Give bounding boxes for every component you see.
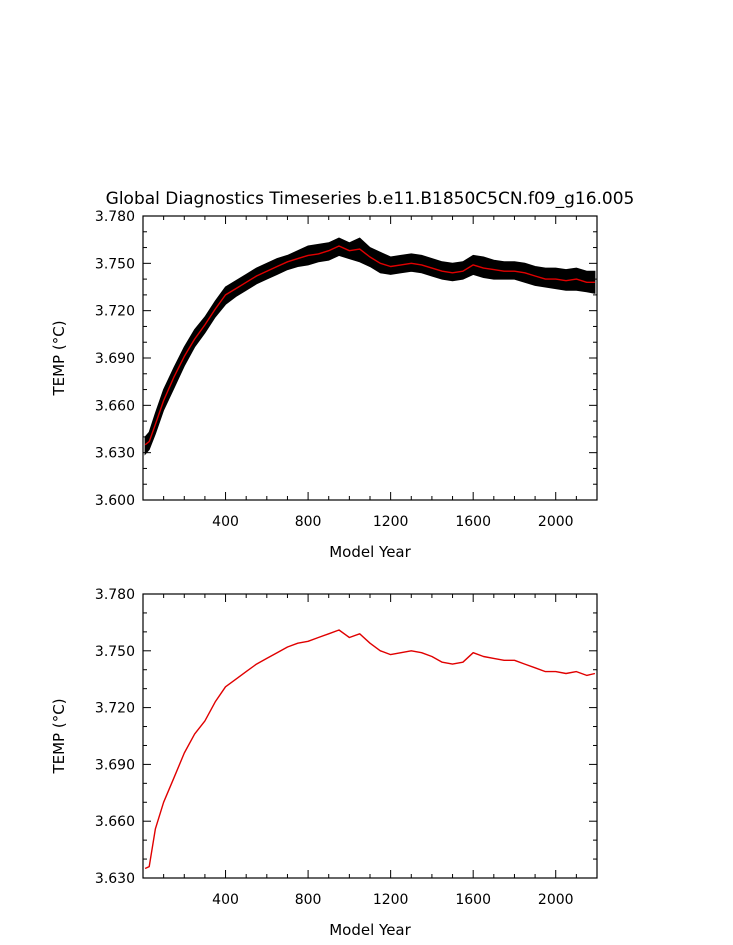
x-tick-label: 2000 bbox=[538, 514, 574, 530]
x-tick-label: 2000 bbox=[538, 892, 574, 908]
y-tick-label: 3.750 bbox=[95, 644, 135, 660]
x-tick-label: 400 bbox=[212, 514, 239, 530]
bottom-x-axis-label: Model Year bbox=[329, 921, 411, 939]
x-tick-label: 1600 bbox=[455, 514, 491, 530]
top-tick-layer: 400 800 1200 1600 2000 3.600 3.630 3.660 3.690 3.… bbox=[95, 209, 597, 530]
x-tick-label: 800 bbox=[295, 514, 322, 530]
y-tick-label: 3.720 bbox=[95, 304, 135, 320]
y-tick-label: 3.780 bbox=[95, 587, 135, 603]
x-tick-label: 1200 bbox=[373, 892, 409, 908]
y-tick-label: 3.630 bbox=[95, 446, 135, 462]
y-tick-label: 3.690 bbox=[95, 757, 135, 773]
bottom-tick-layer: 400 800 1200 1600 2000 3.630 3.660 3.690 3.720 3.… bbox=[95, 587, 597, 908]
top-y-axis-label: TEMP (°C) bbox=[50, 320, 68, 396]
x-tick-label: 800 bbox=[295, 892, 322, 908]
y-tick-label: 3.750 bbox=[95, 256, 135, 272]
mean-temperature-line bbox=[144, 245, 595, 446]
x-tick-label: 1200 bbox=[373, 514, 409, 530]
x-tick-label: 1600 bbox=[455, 892, 491, 908]
x-tick-label: 400 bbox=[212, 892, 239, 908]
top-timeseries-panel: 400 800 1200 1600 2000 3.600 3.630 3.660 3.690 3.… bbox=[50, 209, 598, 561]
y-tick-label: 3.720 bbox=[95, 701, 135, 717]
y-tick-label: 3.630 bbox=[95, 871, 135, 887]
y-tick-label: 3.780 bbox=[95, 209, 135, 225]
y-tick-label: 3.690 bbox=[95, 351, 135, 367]
y-tick-label: 3.600 bbox=[95, 493, 135, 509]
y-tick-label: 3.660 bbox=[95, 814, 135, 830]
bottom-timeseries-panel: 400 800 1200 1600 2000 3.630 3.660 3.690 3.720 3.… bbox=[50, 587, 598, 939]
top-mean-line-layer bbox=[144, 245, 595, 446]
mean-temperature-line bbox=[144, 629, 596, 870]
figure-title: Global Diagnostics Timeseries b.e11.B185… bbox=[106, 189, 635, 209]
top-x-axis-label: Model Year bbox=[329, 543, 411, 561]
bottom-mean-line-layer bbox=[144, 629, 596, 870]
top-envelope-layer bbox=[144, 237, 596, 456]
bottom-y-axis-label: TEMP (°C) bbox=[50, 698, 68, 774]
bottom-plot-frame bbox=[142, 593, 598, 879]
variability-envelope-area bbox=[144, 237, 596, 456]
y-tick-label: 3.660 bbox=[95, 398, 135, 414]
